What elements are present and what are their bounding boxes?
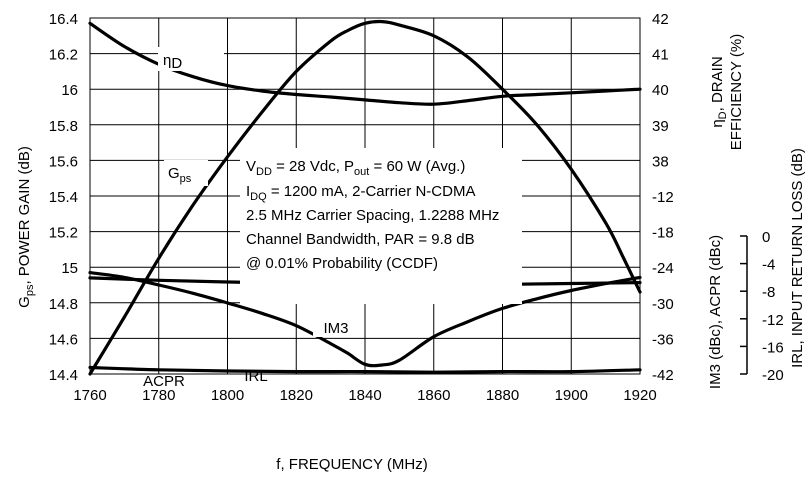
annotation-line-1: VDD = 28 Vdc, Pout = 60 W (Avg.) — [246, 158, 465, 178]
irl-series-label: IRL — [244, 368, 267, 385]
right-upper-axis-label-line1: ηD, DRAIN — [709, 56, 729, 127]
grid — [89, 17, 747, 375]
acpr-series-label: ACPR — [143, 373, 185, 390]
eta-series-label: ηD — [163, 52, 182, 72]
right-lower-tick-label: -30 — [652, 296, 674, 313]
right-lower-axis-label: IM3 (dBc), ACPR (dBc) — [707, 235, 724, 389]
right-upper-tick-label: 40 — [652, 82, 669, 99]
x-tick-label: 1780 — [142, 387, 175, 404]
series-line-eta-d — [88, 21, 642, 106]
left-y-tick-label: 15.4 — [49, 189, 78, 206]
series-line-gps — [88, 19, 642, 376]
left-y-tick-label: 14.4 — [49, 367, 78, 384]
gps-label-bg — [164, 160, 208, 186]
gps-series-label: Gps — [168, 165, 192, 185]
x-axis-label: f, FREQUENCY (MHz) — [276, 456, 427, 473]
irl-tick-label: -4 — [762, 257, 775, 274]
left-y-tick-label: 14.8 — [49, 296, 78, 313]
annotation-line-3: 2.5 MHz Carrier Spacing, 1.2288 MHz — [246, 207, 499, 224]
left-y-tick-label: 15.2 — [49, 225, 78, 242]
annotation: VDD = 28 Vdc, Pout = 60 W (Avg.) IDQ = 1… — [246, 158, 499, 272]
left-y-tick-label: 15.6 — [49, 153, 78, 170]
right-lower-tick-label: -12 — [652, 189, 674, 206]
annotation-line-5: @ 0.01% Probability (CCDF) — [246, 255, 438, 272]
annotation-line-2: IDQ = 1200 mA, 2-Carrier N-CDMA — [246, 183, 475, 203]
left-y-tick-label: 16.2 — [49, 47, 78, 64]
irl-tick-label: -12 — [762, 312, 784, 329]
left-y-tick-label: 16 — [61, 82, 78, 99]
irl-tick-label: 0 — [762, 229, 770, 246]
irl-tick-label: -20 — [762, 367, 784, 384]
series-line-irl — [88, 271, 642, 368]
tick-labels: 1760 1780 1800 1820 1840 1860 1880 1900 1920 16.4… — [49, 11, 784, 404]
right-upper-tick-label: 38 — [652, 153, 669, 170]
left-y-tick-label: 15 — [61, 260, 78, 277]
irl-tick-label: -8 — [762, 284, 775, 301]
left-y-tick-label: 16.4 — [49, 11, 78, 28]
x-tick-label: 1900 — [555, 387, 588, 404]
right-lower-tick-label: -24 — [652, 260, 674, 277]
im3-label-bg — [313, 317, 359, 337]
im3-series-label: IM3 — [323, 320, 348, 337]
x-tick-label: 1840 — [348, 387, 381, 404]
right-lower-tick-label: -18 — [652, 225, 674, 242]
x-tick-label: 1880 — [486, 387, 519, 404]
eta-label-bg — [158, 47, 224, 71]
right-lower-tick-label: -42 — [652, 367, 674, 384]
annotation-line-4: Channel Bandwidth, PAR = 9.8 dB — [246, 231, 475, 248]
irl-axis-label: IRL, INPUT RETURN LOSS (dB) — [789, 148, 806, 368]
series-line-acpr — [88, 365, 642, 374]
irl-tick-label: -16 — [762, 339, 784, 356]
x-tick-label: 1860 — [417, 387, 450, 404]
right-upper-axis-label-line2: EFFICIENCY (%) — [728, 34, 745, 150]
right-upper-tick-label: 41 — [652, 47, 669, 64]
left-y-tick-label: 15.8 — [49, 118, 78, 135]
annotation-bg — [240, 148, 522, 304]
x-tick-label: 1800 — [211, 387, 244, 404]
x-tick-label: 1760 — [73, 387, 106, 404]
x-tick-label: 1920 — [623, 387, 656, 404]
left-y-tick-label: 14.6 — [49, 331, 78, 348]
right-lower-tick-label: -36 — [652, 331, 674, 348]
right-upper-tick-label: 42 — [652, 11, 669, 28]
left-y-axis-label: Gps, POWER GAIN (dB) — [16, 146, 36, 308]
right-upper-tick-label: 39 — [652, 118, 669, 135]
x-tick-label: 1820 — [280, 387, 313, 404]
